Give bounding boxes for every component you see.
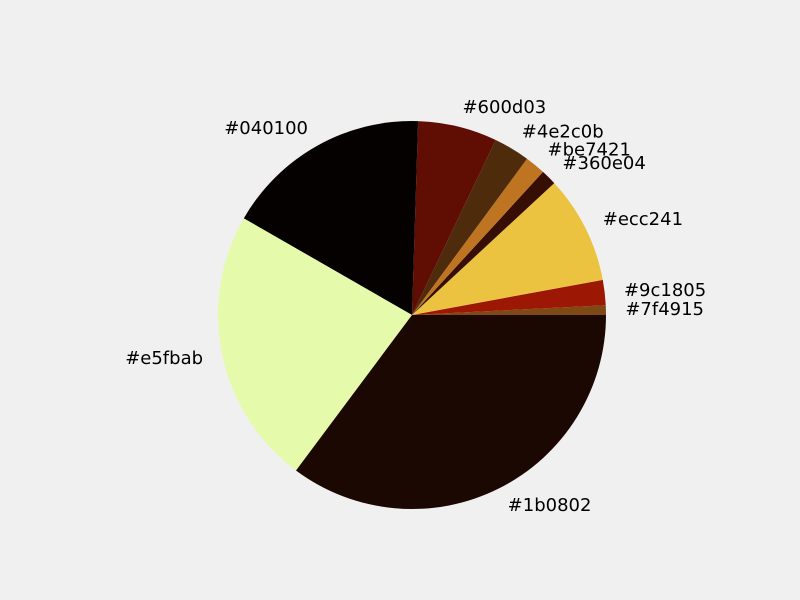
pie-label-e5fbab: #e5fbab — [125, 348, 203, 369]
pie-slice-600d03 — [412, 121, 496, 315]
pie-slice-4e2c0b — [412, 139, 528, 315]
pie-label-040100: #040100 — [224, 118, 308, 139]
pie-labels: #7f4915#9c1805 #ecc241 #360e04#be7421#4e2c… — [125, 97, 706, 516]
pie-slice-e5fbab — [218, 218, 412, 471]
pie-slice-be7421 — [412, 158, 544, 315]
pie-label-be7421: #be7421 — [548, 140, 631, 161]
pie-label-7f4915: #7f4915 — [625, 299, 704, 320]
pie-slices — [218, 121, 606, 509]
pie-label-1b0802: #1b0802 — [508, 495, 592, 516]
pie-label-600d03: #600d03 — [462, 97, 546, 118]
pie-label-ecc241: #ecc241 — [603, 209, 683, 230]
pie-slice-ecc241 — [412, 183, 603, 315]
pie-slice-360e04 — [412, 171, 555, 315]
pie-label-9c1805: #9c1805 — [624, 280, 706, 301]
pie-label-4e2c0b: #4e2c0b — [522, 122, 604, 143]
pie-slice-1b0802 — [296, 315, 606, 509]
pie-slice-7f4915 — [412, 305, 606, 315]
pie-slice-040100 — [243, 121, 419, 315]
pie-slice-9c1805 — [412, 279, 606, 315]
pie-label-360e04: #360e04 — [562, 153, 645, 174]
